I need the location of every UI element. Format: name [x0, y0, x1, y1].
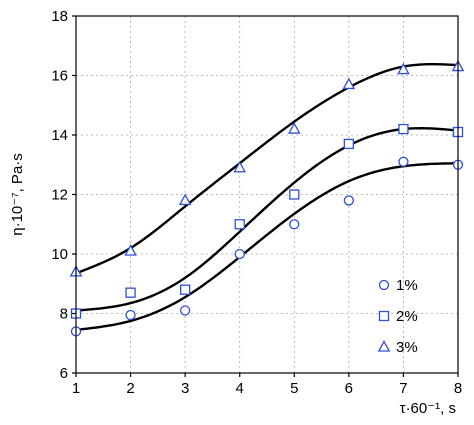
- y-tick-label: 18: [51, 8, 68, 25]
- data-point-square: [398, 123, 409, 135]
- data-point-triangle: [397, 62, 410, 75]
- data-point-square: [343, 138, 355, 150]
- legend: 1% 2% 3%: [377, 277, 418, 356]
- legend-label: 2%: [396, 308, 418, 325]
- x-tick-label: 5: [290, 380, 298, 397]
- x-tick-label: 1: [72, 380, 80, 397]
- x-tick-label: 3: [181, 380, 189, 397]
- x-tick-label: 8: [454, 380, 462, 397]
- data-point-circle: [289, 219, 300, 230]
- data-point-circle: [234, 248, 245, 260]
- data-point-circle: [343, 195, 355, 206]
- y-tick-label: 14: [51, 127, 68, 144]
- data-point-triangle: [178, 193, 192, 206]
- data-point-circle: [179, 305, 191, 316]
- fit-curves: [75, 62, 459, 332]
- data-markers: [69, 59, 465, 337]
- x-tick-label: 4: [236, 380, 244, 397]
- data-point-triangle: [342, 77, 356, 90]
- data-point-square: [289, 189, 300, 200]
- x-tick-label: 7: [399, 380, 407, 397]
- x-tick-label: 6: [345, 380, 353, 397]
- data-point-square: [234, 219, 245, 230]
- y-tick-label: 16: [51, 68, 68, 85]
- data-point-triangle: [233, 160, 247, 173]
- grid: [76, 16, 458, 373]
- data-point-square: [179, 284, 191, 295]
- legend-label: 1%: [396, 277, 418, 294]
- data-point-triangle: [124, 244, 137, 256]
- y-tick-label: 6: [60, 365, 68, 382]
- legend-marker-triangle: [377, 340, 391, 352]
- y-tick-label: 10: [51, 246, 68, 263]
- fit-curve-circle: [75, 162, 459, 332]
- y-axis-label: η·10⁻⁷, Pa·s: [9, 153, 26, 236]
- y-tick-label: 12: [51, 187, 68, 204]
- data-point-circle: [125, 309, 136, 321]
- legend-marker-square: [378, 310, 390, 322]
- data-point-square: [125, 287, 136, 298]
- x-tick-label: 2: [126, 380, 134, 397]
- fit-curve-square: [75, 127, 459, 312]
- legend-marker-circle: [378, 279, 390, 291]
- data-point-circle: [398, 156, 409, 167]
- fit-curve-triangle: [75, 62, 459, 275]
- data-point-triangle: [287, 122, 301, 134]
- y-tick-label: 8: [60, 306, 68, 323]
- legend-label: 3%: [396, 339, 418, 356]
- x-axis-label: τ·60⁻¹, s: [400, 400, 456, 417]
